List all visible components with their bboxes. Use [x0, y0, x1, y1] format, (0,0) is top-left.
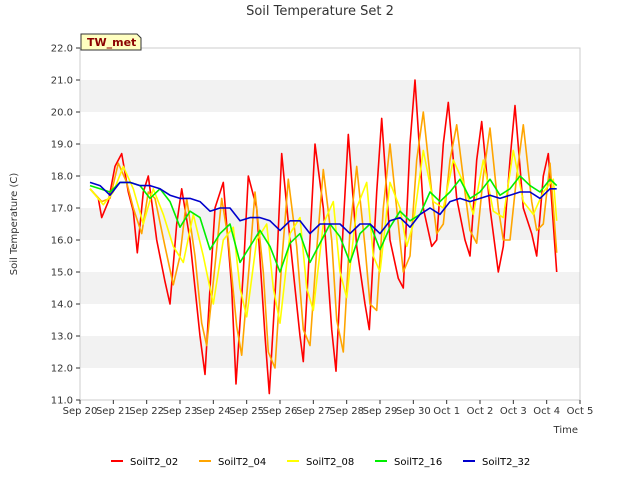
- y-tick-label: 22.0: [51, 44, 73, 55]
- grid-band: [80, 80, 580, 112]
- site-label-badge: [80, 33, 142, 51]
- y-tick-label: 14.0: [51, 300, 73, 311]
- series-line-soilt2-04: [89, 111, 558, 369]
- series-line-soilt2-32: [89, 181, 557, 235]
- x-tick-label: Sep 28: [329, 406, 364, 417]
- y-tick-label: 17.0: [51, 204, 73, 215]
- x-tick-label: Sep 24: [196, 406, 231, 417]
- x-tick-label: Sep 29: [363, 406, 398, 417]
- legend-label: SoilT2_02: [130, 457, 178, 468]
- series-line-soilt2-08: [89, 149, 558, 325]
- x-tick-label: Sep 21: [96, 406, 131, 417]
- x-tick-label: Sep 26: [263, 406, 298, 417]
- x-tick-label: Sep 20: [63, 406, 98, 417]
- x-axis-title: Time: [553, 425, 578, 436]
- y-tick-label: 21.0: [51, 76, 73, 87]
- series-lines: [89, 79, 558, 395]
- x-tick-label: Oct 1: [433, 406, 460, 417]
- y-axis-title: Soil Temperature (C): [9, 173, 20, 276]
- y-tick-label: 11.0: [51, 396, 73, 407]
- site-label: TW_met: [87, 36, 136, 49]
- chart-title: Soil Temperature Set 2: [246, 4, 394, 19]
- legend-label: SoilT2_08: [306, 457, 354, 468]
- y-tick-label: 16.0: [51, 236, 73, 247]
- x-tick-label: Oct 3: [500, 406, 527, 417]
- legend-label: SoilT2_04: [218, 457, 266, 468]
- x-tick-label: Sep 23: [163, 406, 198, 417]
- x-tick-label: Sep 25: [229, 406, 264, 417]
- legend-label: SoilT2_16: [394, 457, 442, 468]
- legend: SoilT2_02 SoilT2_04 SoilT2_08 SoilT2_16 Soil…: [111, 457, 530, 468]
- grid-band: [80, 144, 580, 176]
- site-label-box: TW_met: [80, 33, 142, 51]
- y-axis-ticks: 11.0 12.0 13.0 14.0 15.0 16.0 17.0 18.0 19.0 20.0…: [51, 44, 80, 407]
- y-tick-label: 19.0: [51, 140, 73, 151]
- y-tick-label: 18.0: [51, 172, 73, 183]
- plot-frame: [79, 47, 581, 401]
- x-tick-label: Oct 4: [533, 406, 560, 417]
- y-tick-label: 15.0: [51, 268, 73, 279]
- x-tick-label: Sep 30: [396, 406, 431, 417]
- x-tick-label: Oct 2: [467, 406, 494, 417]
- x-tick-label: Sep 22: [129, 406, 164, 417]
- y-tick-label: 12.0: [51, 364, 73, 375]
- legend-label: SoilT2_32: [482, 457, 530, 468]
- grid-band: [80, 336, 580, 368]
- x-tick-label: Oct 5: [567, 406, 594, 417]
- x-tick-label: Sep 27: [296, 406, 331, 417]
- series-line-soilt2-02: [89, 79, 558, 395]
- y-tick-label: 20.0: [51, 108, 73, 119]
- series-line-soilt2-16: [89, 175, 558, 273]
- y-tick-label: 13.0: [51, 332, 73, 343]
